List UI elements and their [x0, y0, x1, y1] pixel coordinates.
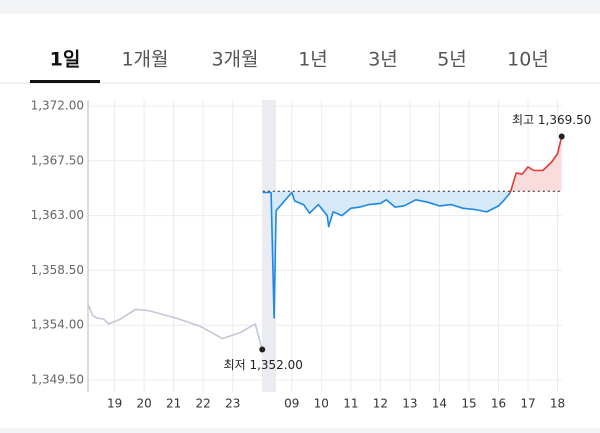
tab-bar: 1일 1개월 3개월 1년 3년 5년 10년	[30, 49, 549, 83]
extreme-dot	[558, 133, 565, 140]
x-tick-label: 09	[284, 397, 299, 411]
x-tick-label: 21	[166, 397, 181, 411]
x-tick-label: 16	[491, 397, 506, 411]
tab[interactable]: 1년	[298, 49, 328, 71]
series-line	[262, 191, 511, 319]
series-line	[87, 305, 263, 350]
x-tick-label: 12	[373, 397, 388, 411]
y-tick-label: 1,372.00	[31, 99, 84, 113]
annotation: 최저 1,352.00	[224, 358, 303, 372]
tab[interactable]: 1일	[50, 49, 81, 71]
plot: 최고 1,369.50 최저 1,352.00	[87, 113, 591, 372]
tab[interactable]: 1개월	[121, 49, 168, 71]
x-tick-label: 13	[402, 397, 417, 411]
y-tick-label: 1,367.50	[31, 153, 84, 167]
x-tick-label: 19	[107, 397, 122, 411]
x-tick-label: 22	[196, 397, 211, 411]
y-tick-label: 1,349.50	[31, 373, 84, 387]
x-tick-label: 14	[432, 397, 447, 411]
tab[interactable]: 3개월	[211, 49, 258, 71]
annotation: 최고 1,369.50	[512, 113, 591, 127]
grid: 1,372.00 1,367.50 1,363.00 1,358.50 1,354.00…	[31, 99, 566, 411]
y-tick-label: 1,358.50	[31, 263, 84, 277]
series-line	[509, 136, 563, 193]
y-tick-label: 1,363.00	[31, 208, 84, 222]
x-tick-label: 20	[136, 397, 151, 411]
tab[interactable]: 5년	[437, 49, 467, 71]
y-tick-label: 1,354.00	[31, 318, 84, 332]
x-tick-label: 11	[343, 397, 358, 411]
top-bar	[0, 0, 600, 14]
area-fill	[262, 191, 511, 318]
tab[interactable]: 3년	[368, 49, 398, 71]
bottom-bar	[0, 428, 600, 433]
x-tick-label: 15	[461, 397, 476, 411]
session-break	[262, 100, 276, 392]
extreme-dot	[259, 346, 266, 353]
tab-underline	[30, 80, 100, 83]
x-tick-label: 10	[314, 397, 329, 411]
tab[interactable]: 10년	[507, 49, 549, 71]
x-tick-label: 17	[520, 397, 535, 411]
area-fill	[510, 136, 562, 193]
x-tick-label: 18	[550, 397, 565, 411]
x-tick-label: 23	[225, 397, 240, 411]
